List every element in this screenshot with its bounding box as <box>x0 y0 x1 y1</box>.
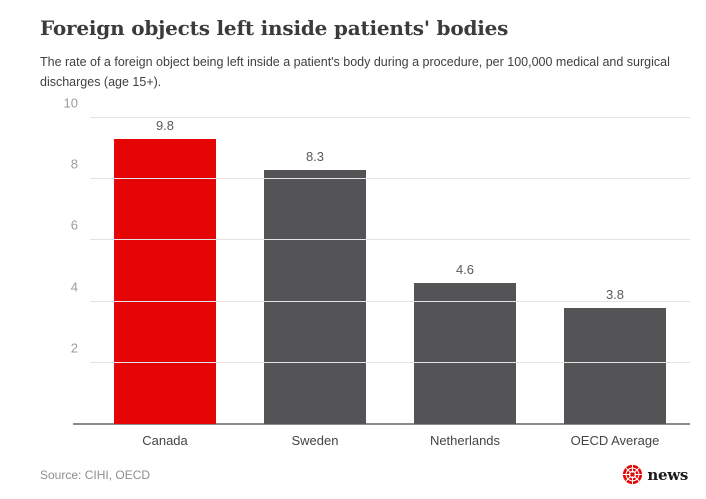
chart-subtitle: The rate of a foreign object being left … <box>40 55 670 89</box>
bar-sweden <box>264 170 366 424</box>
bar-slot-oecd-average: 3.8 <box>540 118 690 424</box>
bar-slot-sweden: 8.3 <box>240 118 390 424</box>
bar-value-label: 9.8 <box>155 118 175 133</box>
gridline-4 <box>90 300 690 302</box>
category-label-oecd-average: OECD Average <box>570 433 660 448</box>
bar-slot-canada: 9.8 <box>90 118 240 424</box>
category-label-netherlands: Netherlands <box>429 433 501 448</box>
gridline-2 <box>90 361 690 363</box>
brand-name: news <box>647 465 688 484</box>
x-axis-baseline <box>73 423 690 425</box>
y-tick-label-2: 2 <box>70 340 78 356</box>
y-tick-label-4: 4 <box>70 279 78 295</box>
cbc-gem-logo-icon <box>623 464 643 485</box>
source-attribution: Source: CIHI, OECD <box>40 467 151 482</box>
y-tick-label-8: 8 <box>70 156 78 172</box>
category-label-canada: Canada <box>142 433 188 448</box>
gridline-6 <box>90 239 690 241</box>
bar-value-label: 8.3 <box>305 149 325 165</box>
bar-netherlands <box>414 283 516 424</box>
bar-value-label: 4.6 <box>455 262 475 278</box>
y-tick-label-10: 10 <box>63 95 78 111</box>
x-axis-labels: Canada Sweden Netherlands OECD Average <box>90 433 690 448</box>
bar-oecd-average <box>564 307 666 424</box>
gridline-8 <box>90 178 690 180</box>
bars-group: 9.8 8.3 4.6 3.8 <box>90 118 690 424</box>
bar-chart: 9.8 8.3 4.6 3.8 2 4 6 8 10 Canada Sweden Netherla… <box>64 96 690 448</box>
chart-title: Foreign objects left inside patients' bo… <box>40 16 509 40</box>
bar-value-label: 3.8 <box>605 286 625 302</box>
chart-footer: Source: CIHI, OECD news <box>40 464 688 485</box>
brand-lockup: news <box>622 464 688 485</box>
gridline-10 <box>90 117 690 118</box>
plot-area: 9.8 8.3 4.6 3.8 2 4 6 8 10 <box>64 96 690 425</box>
category-label-sweden: Sweden <box>291 433 339 448</box>
bar-canada <box>114 139 216 424</box>
bar-slot-netherlands: 4.6 <box>390 118 540 424</box>
y-tick-label-6: 6 <box>70 217 78 233</box>
